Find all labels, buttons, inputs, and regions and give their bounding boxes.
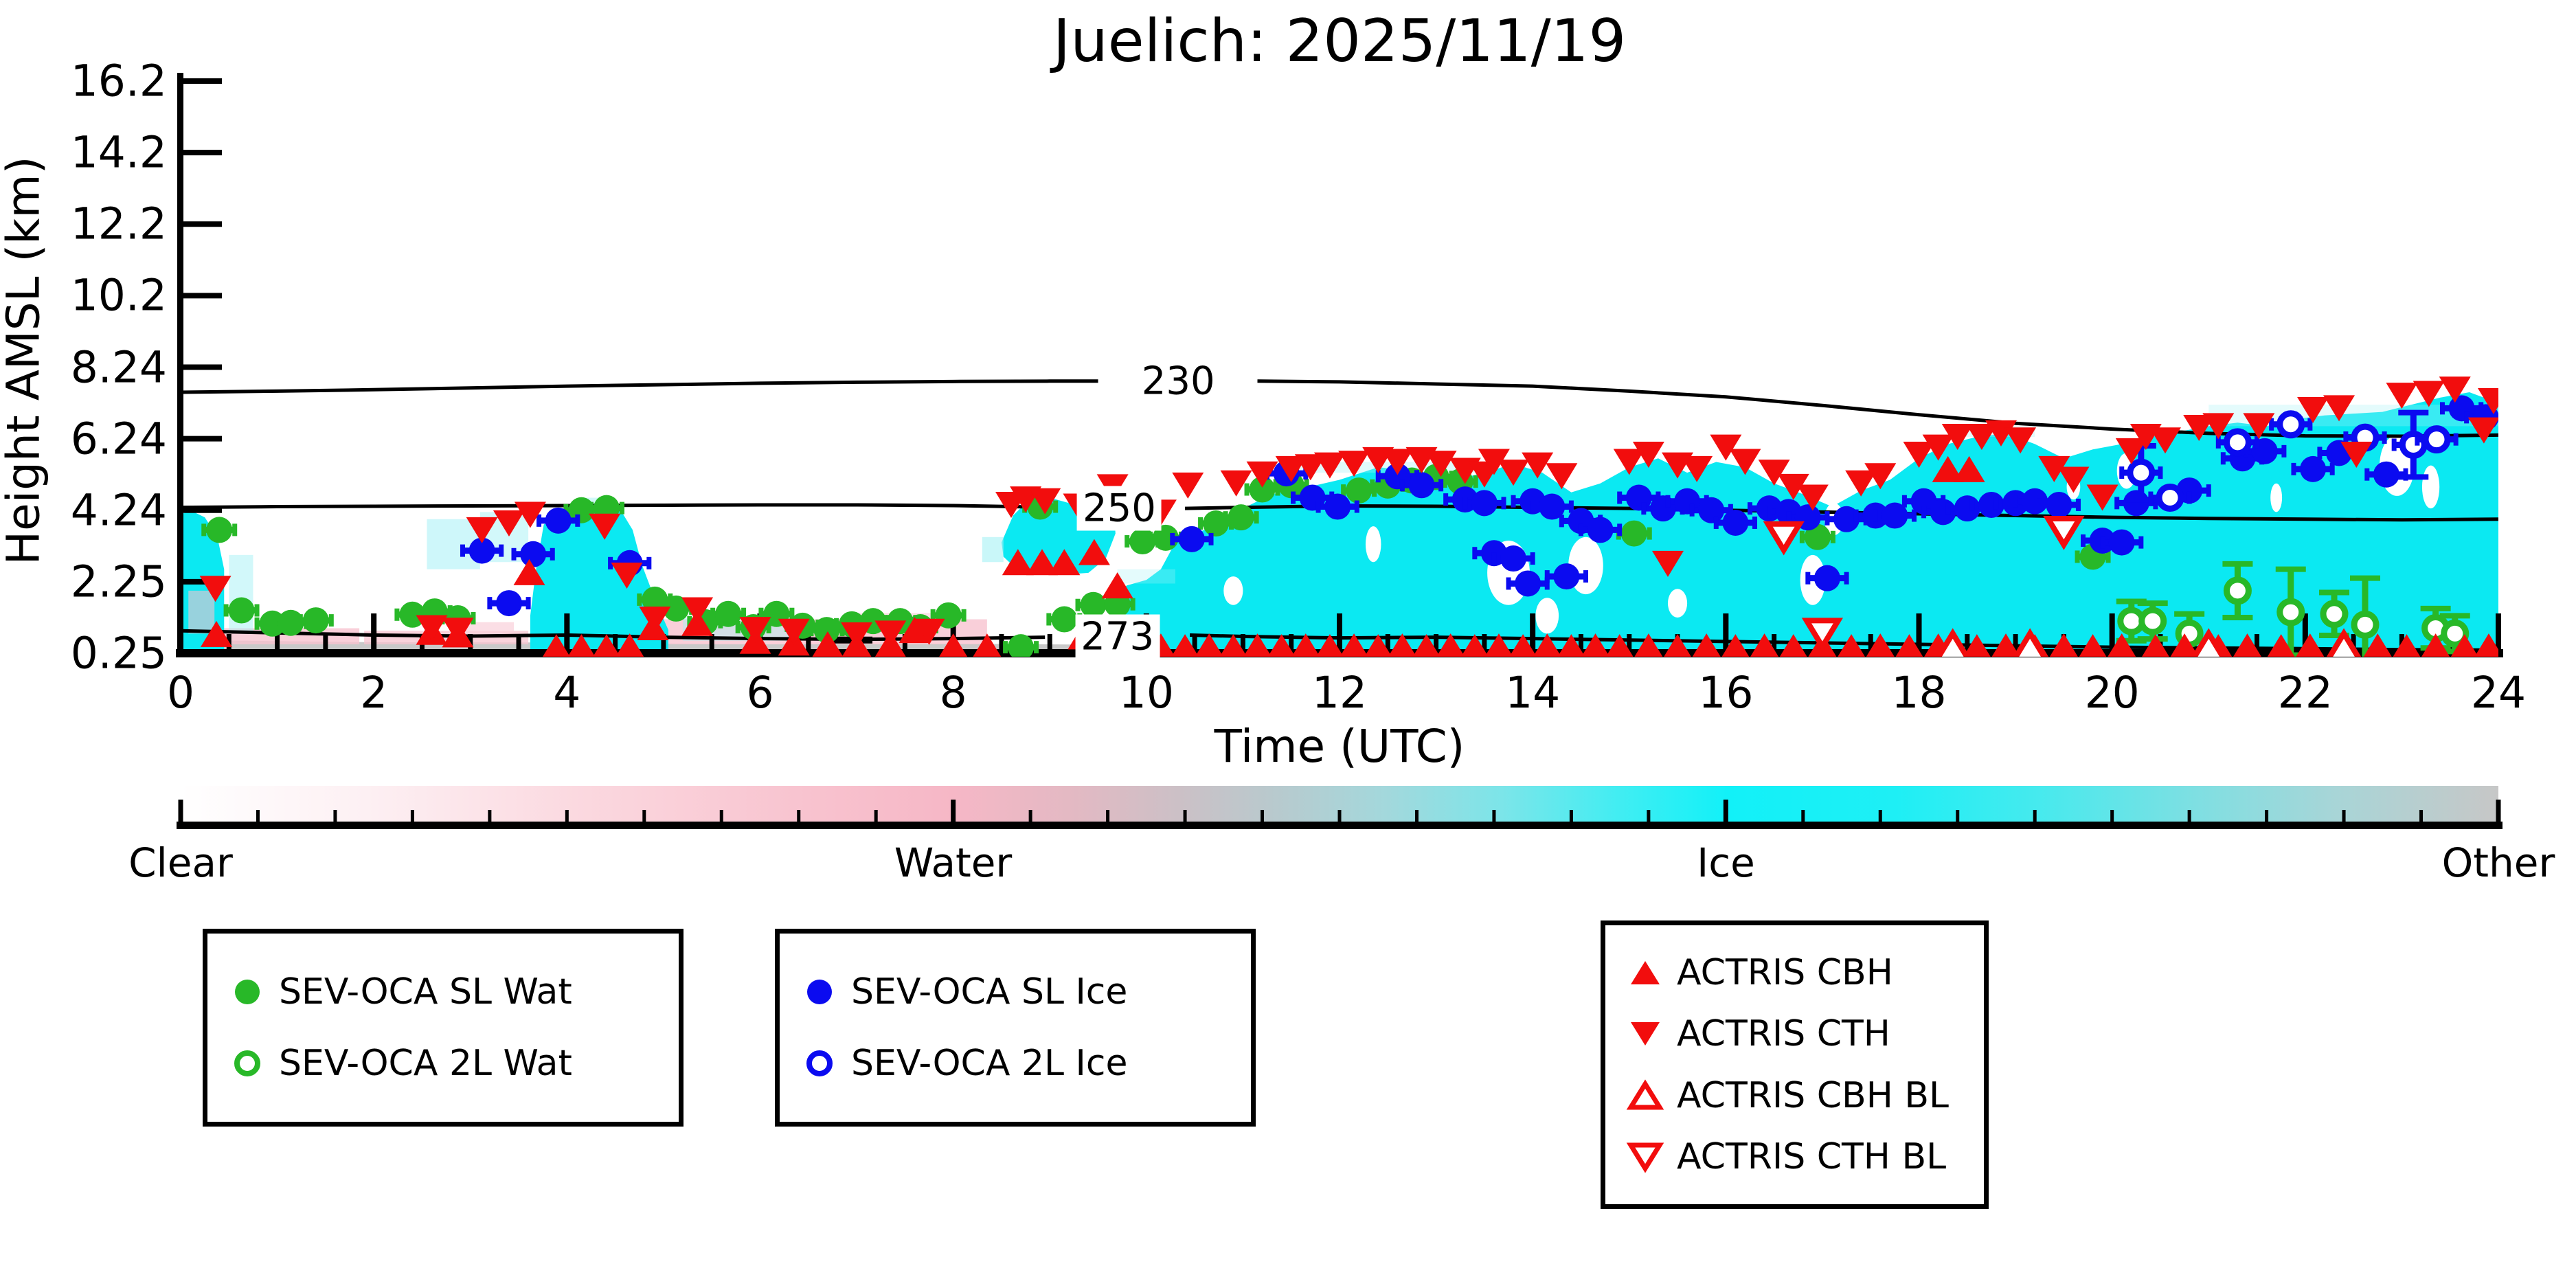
colorbar-label-other: Other <box>2441 839 2555 886</box>
circle-marker-icon <box>806 1050 833 1077</box>
colorbar-label-clear: Clear <box>128 839 233 886</box>
x-tick-label: 22 <box>2277 668 2333 718</box>
series-sev-oca-2l-ice <box>2119 409 2459 512</box>
legend-item-label: SEV-OCA SL Ice <box>851 971 1128 1013</box>
y-tick-label: 10.2 <box>70 270 167 321</box>
contour-label-250: 250 <box>1077 486 1162 531</box>
x-tick-label: 4 <box>553 668 581 718</box>
legend-item: SEV-OCA SL Wat <box>228 971 679 1013</box>
x-tick-label: 16 <box>1698 668 1754 718</box>
colorbar-label-ice: Ice <box>1697 839 1755 886</box>
series-sev-oca-sl-ice <box>460 395 2498 617</box>
contour-label-230: 230 <box>1136 359 1221 404</box>
circle-marker-icon <box>235 979 260 1004</box>
x-tick-label: 24 <box>2470 668 2527 718</box>
legend-item: SEV-OCA 2L Wat <box>228 1043 679 1084</box>
left-spine <box>177 73 183 657</box>
legend-box-2: SEV-OCA SL Ice SEV-OCA 2L Ice <box>775 929 1256 1127</box>
triangle-marker-icon <box>1626 1142 1664 1173</box>
x-tick-label: 18 <box>1891 668 1947 718</box>
legend-item-label: SEV-OCA 2L Wat <box>279 1043 572 1085</box>
legend-item-label: SEV-OCA SL Wat <box>279 971 572 1013</box>
y-tick-label: 16.2 <box>70 56 167 106</box>
legend-item-label: ACTRIS CBH BL <box>1677 1074 1949 1116</box>
legend-item-label: ACTRIS CTH BL <box>1677 1136 1947 1177</box>
series-actris-cth <box>199 376 2498 648</box>
x-tick-label: 8 <box>939 668 967 718</box>
colorbar-label-water: Water <box>894 839 1013 886</box>
x-tick-label: 6 <box>746 668 774 718</box>
y-tick-label: 6.24 <box>70 414 167 464</box>
series-sev-oca-2l-wat <box>2116 561 2470 657</box>
x-tick-label: 2 <box>360 668 388 718</box>
y-tick-label: 4.24 <box>70 485 167 536</box>
x-tick-label: 14 <box>1505 668 1561 718</box>
circle-marker-icon <box>234 1050 260 1077</box>
y-tick-label: 0.25 <box>70 628 167 679</box>
circle-marker-icon <box>807 979 832 1004</box>
legend-item-label: ACTRIS CTH <box>1677 1013 1890 1055</box>
contour-label-273: 273 <box>1075 614 1160 659</box>
triangle-marker-icon <box>1626 1078 1664 1110</box>
colorbar <box>177 786 2502 829</box>
x-tick-label: 20 <box>2084 668 2140 718</box>
x-tick-label: 0 <box>166 668 195 718</box>
x-axis-label: Time (UTC) <box>1214 720 1465 773</box>
legend-item: SEV-OCA 2L Ice <box>800 1043 1251 1084</box>
x-tick-label: 10 <box>1118 668 1174 718</box>
legend-item-label: SEV-OCA 2L Ice <box>851 1043 1128 1085</box>
y-tick-label: 12.2 <box>70 199 167 249</box>
triangle-marker-icon <box>1631 1022 1660 1046</box>
legend-item-label: ACTRIS CBH <box>1677 952 1893 994</box>
y-tick-label: 8.24 <box>70 342 167 392</box>
legend-item: ACTRIS CBH BL <box>1626 1075 1984 1116</box>
legend-item: ACTRIS CTH <box>1626 1013 1984 1054</box>
y-tick-label: 2.25 <box>70 556 167 607</box>
x-tick-label: 12 <box>1311 668 1368 718</box>
y-axis-label: Height AMSL (km) <box>0 156 50 565</box>
legend-box-3: ACTRIS CBH ACTRIS CTH ACTRIS CBH BL ACTRIS … <box>1601 920 1989 1209</box>
legend-item: ACTRIS CBH <box>1626 952 1984 993</box>
legend-item: ACTRIS CTH BL <box>1626 1136 1984 1177</box>
page-title: Juelich: 2025/11/19 <box>1052 7 1627 76</box>
legend-box-1: SEV-OCA SL Wat SEV-OCA 2L Wat <box>203 929 683 1127</box>
triangle-marker-icon <box>1631 961 1660 985</box>
y-tick-label: 14.2 <box>70 127 167 178</box>
legend-item: SEV-OCA SL Ice <box>800 971 1251 1013</box>
